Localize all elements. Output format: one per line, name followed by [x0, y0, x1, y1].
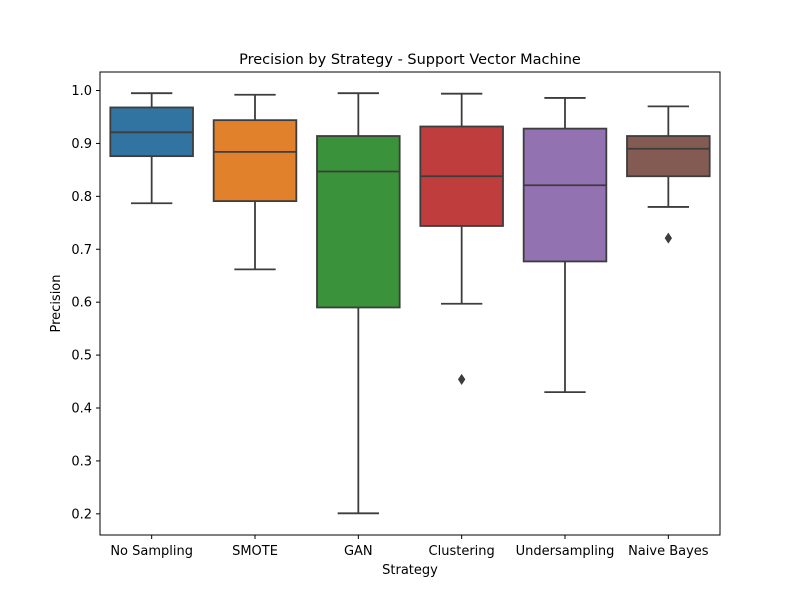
- x-axis: No Sampling SMOTE GAN Clustering Undersampli…: [110, 535, 709, 559]
- chart-title: Precision by Strategy - Support Vector M…: [239, 52, 581, 68]
- y-tick-label: 0.8: [71, 190, 92, 205]
- iqr-box: [626, 135, 711, 178]
- y-tick-label: 0.4: [71, 402, 92, 417]
- iqr-box: [316, 135, 401, 309]
- box-gan: [316, 92, 401, 515]
- y-tick-label: 0.7: [71, 243, 92, 258]
- plot-frame: [99, 71, 721, 536]
- x-tick-label: Clustering: [429, 544, 495, 559]
- outlier-point: [664, 232, 673, 244]
- plot-area: [99, 71, 721, 536]
- boxes-group: [109, 92, 711, 515]
- box-naive-bayes: [626, 105, 711, 244]
- box-smote: [212, 93, 298, 271]
- box-no-sampling: [109, 92, 194, 205]
- y-tick-label: 1.0: [71, 84, 92, 99]
- x-tick-label: SMOTE: [232, 544, 278, 559]
- y-axis-label: Precision: [49, 274, 64, 332]
- x-tick-label: Undersampling: [516, 544, 615, 559]
- y-tick-label: 0.5: [71, 349, 92, 364]
- box-clustering: [419, 92, 504, 385]
- y-tick-label: 0.3: [71, 454, 92, 469]
- y-tick-label: 0.6: [71, 296, 92, 311]
- x-tick-label: GAN: [344, 544, 373, 559]
- y-axis: 0.2 0.3 0.4 0.5 0.6 0.7 0.8 0.9 1.0: [71, 84, 100, 522]
- outlier-point: [457, 373, 466, 385]
- y-tick-label: 0.2: [71, 507, 92, 522]
- x-tick-label: Naive Bayes: [628, 544, 709, 559]
- x-tick-label: No Sampling: [110, 544, 193, 559]
- box-undersampling: [522, 97, 608, 394]
- iqr-box: [522, 127, 608, 263]
- y-tick-label: 0.9: [71, 137, 92, 152]
- x-axis-label: Strategy: [382, 563, 438, 578]
- iqr-box: [212, 119, 298, 203]
